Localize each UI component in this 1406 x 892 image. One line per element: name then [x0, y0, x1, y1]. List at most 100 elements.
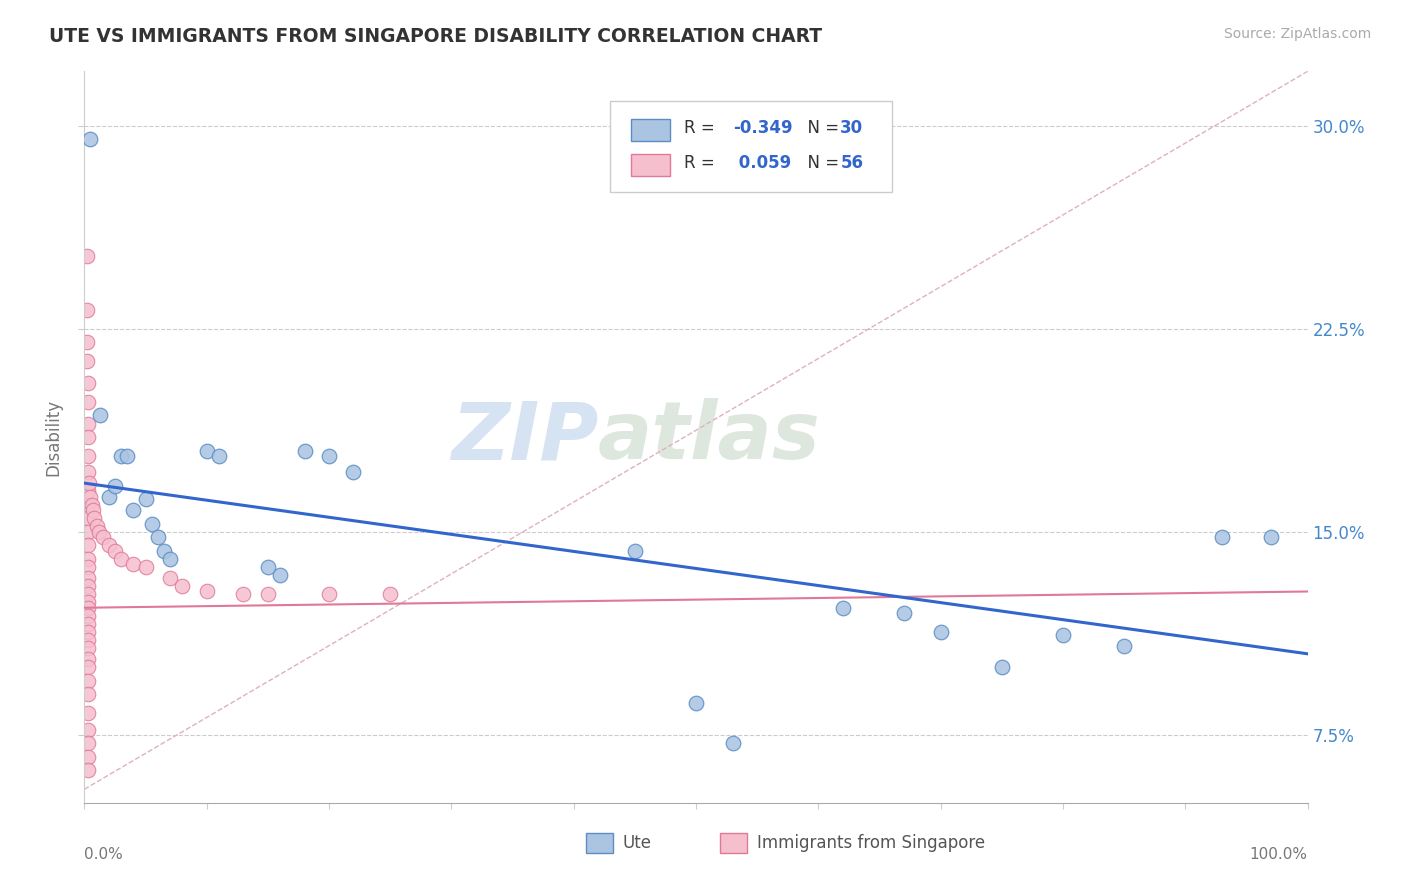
Text: ZIP: ZIP: [451, 398, 598, 476]
Point: [104, 544, 127, 558]
Point: [77, 706, 100, 721]
Point: [115, 449, 138, 463]
Point: [104, 479, 127, 493]
Point: [232, 587, 254, 601]
Point: [77, 641, 100, 656]
Point: [91, 530, 114, 544]
Point: [77, 560, 100, 574]
Point: [146, 530, 169, 544]
Point: [318, 449, 340, 463]
Point: [195, 584, 218, 599]
Point: [79, 490, 101, 504]
Point: [77, 538, 100, 552]
Bar: [631, 154, 671, 176]
Point: [77, 660, 100, 674]
Point: [141, 516, 163, 531]
Point: [77, 673, 100, 688]
Point: [122, 503, 145, 517]
Point: [195, 443, 218, 458]
Point: [77, 600, 100, 615]
Point: [77, 476, 100, 491]
Point: [77, 608, 100, 623]
Point: [77, 579, 100, 593]
Point: [97, 538, 120, 552]
Point: [77, 417, 100, 431]
Point: [110, 449, 132, 463]
Point: [89, 409, 111, 423]
Text: 30: 30: [841, 119, 863, 136]
Y-axis label: Disability: Disability: [45, 399, 63, 475]
Point: [77, 498, 100, 512]
Point: [77, 749, 100, 764]
Point: [1260, 530, 1282, 544]
Point: [318, 587, 340, 601]
Text: 56: 56: [841, 153, 863, 172]
Point: [77, 524, 100, 539]
Point: [79, 132, 101, 146]
Point: [380, 587, 402, 601]
Point: [77, 617, 100, 632]
Text: Ute: Ute: [623, 834, 651, 852]
Point: [153, 544, 176, 558]
Point: [77, 552, 100, 566]
Point: [991, 660, 1014, 674]
Point: [1211, 530, 1233, 544]
Point: [77, 484, 100, 499]
Point: [294, 443, 316, 458]
Point: [831, 600, 853, 615]
Point: [77, 395, 100, 409]
Point: [1052, 628, 1074, 642]
Point: [685, 696, 707, 710]
Point: [77, 625, 100, 640]
Point: [624, 544, 647, 558]
Point: [159, 571, 181, 585]
FancyBboxPatch shape: [610, 101, 891, 192]
Text: 100.0%: 100.0%: [1250, 847, 1308, 862]
Text: N =: N =: [797, 153, 845, 172]
Point: [208, 449, 231, 463]
Text: Immigrants from Singapore: Immigrants from Singapore: [758, 834, 986, 852]
Point: [97, 490, 120, 504]
Point: [257, 587, 280, 601]
Point: [77, 465, 100, 479]
Text: 0.0%: 0.0%: [84, 847, 124, 862]
Point: [893, 606, 915, 620]
Point: [1114, 639, 1136, 653]
Point: [77, 723, 100, 737]
Point: [87, 524, 110, 539]
Point: [342, 465, 364, 479]
Point: [110, 552, 132, 566]
Point: [77, 430, 100, 444]
Text: R =: R =: [683, 153, 720, 172]
Point: [86, 519, 108, 533]
Text: -0.349: -0.349: [733, 119, 793, 136]
Point: [80, 498, 103, 512]
Point: [135, 492, 157, 507]
Point: [172, 579, 194, 593]
Point: [77, 587, 100, 601]
Point: [77, 652, 100, 666]
Text: atlas: atlas: [598, 398, 821, 476]
Point: [77, 571, 100, 585]
Point: [77, 376, 100, 390]
Text: Source: ZipAtlas.com: Source: ZipAtlas.com: [1223, 27, 1371, 41]
Point: [76, 302, 98, 317]
Point: [257, 560, 280, 574]
Bar: [720, 833, 748, 854]
Point: [76, 354, 98, 368]
Point: [929, 625, 952, 640]
Text: UTE VS IMMIGRANTS FROM SINGAPORE DISABILITY CORRELATION CHART: UTE VS IMMIGRANTS FROM SINGAPORE DISABIL…: [49, 27, 823, 45]
Point: [77, 736, 100, 750]
Bar: [586, 833, 613, 854]
Text: R =: R =: [683, 119, 720, 136]
Point: [721, 736, 744, 750]
Point: [269, 568, 291, 582]
Text: 0.059: 0.059: [733, 153, 792, 172]
Bar: [631, 119, 671, 141]
Point: [83, 511, 105, 525]
Point: [76, 249, 98, 263]
Point: [82, 503, 104, 517]
Point: [159, 552, 181, 566]
Point: [77, 764, 100, 778]
Point: [77, 633, 100, 648]
